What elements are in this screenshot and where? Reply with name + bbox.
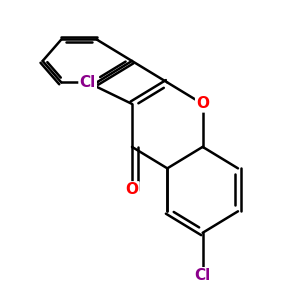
Text: O: O bbox=[125, 182, 139, 197]
Text: O: O bbox=[196, 96, 209, 111]
Text: Cl: Cl bbox=[80, 75, 96, 90]
Text: Cl: Cl bbox=[194, 268, 211, 283]
